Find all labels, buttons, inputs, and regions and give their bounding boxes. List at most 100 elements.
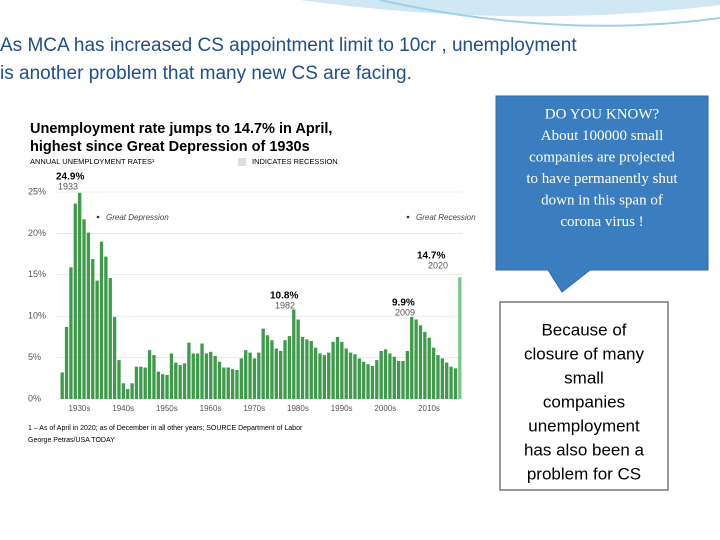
bar [261, 328, 265, 399]
bar [226, 367, 230, 399]
bar [195, 353, 200, 399]
y-tick-label: 15% [28, 269, 46, 279]
bar [418, 325, 423, 399]
note-text: Because of closure of many small companies u… [524, 320, 645, 483]
bar [445, 362, 449, 399]
bar [296, 319, 300, 399]
bar [235, 370, 239, 399]
bar [152, 355, 156, 399]
bar [265, 335, 270, 399]
bar [126, 389, 130, 399]
bar [174, 362, 178, 399]
note-line: Because of [541, 320, 626, 339]
callout-line: About 100000 small [541, 128, 664, 144]
bar [99, 241, 104, 399]
x-tick-label: 1990s [331, 404, 353, 413]
x-tick-label: 1960s [200, 404, 222, 413]
bar [357, 358, 361, 399]
bar [112, 317, 117, 399]
callout-line: companies are projected [529, 149, 675, 165]
bar [117, 360, 121, 399]
x-tick-label: 1940s [112, 404, 134, 413]
period-dot [406, 215, 410, 219]
bar [458, 277, 462, 399]
callout-line: down in this span of [541, 192, 663, 208]
bar [379, 350, 383, 399]
bar [139, 366, 143, 399]
note-line: closure of many [524, 344, 644, 363]
bar [161, 374, 165, 399]
annotation: 1933 [58, 181, 78, 191]
bar [414, 319, 418, 399]
bar [453, 368, 458, 399]
bar [78, 192, 82, 399]
y-tick-label: 5% [28, 352, 41, 362]
bar [165, 374, 169, 399]
annotation: 2009 [395, 307, 415, 317]
bar [313, 347, 318, 399]
bar [292, 309, 296, 399]
bar [239, 358, 243, 399]
bar [82, 219, 86, 399]
bar [104, 256, 108, 399]
bar [91, 259, 95, 399]
bar [353, 354, 357, 399]
bar [305, 339, 309, 399]
bar [431, 347, 436, 399]
annotation: 14.7% [417, 251, 445, 262]
bar [348, 352, 353, 399]
period-label: Great Depression [106, 213, 169, 222]
note-box [499, 301, 669, 491]
bar [147, 350, 152, 399]
y-tick-label: 25% [28, 186, 46, 196]
chart-title: highest since Great Depression of 1930s [30, 139, 310, 155]
bar [283, 340, 287, 399]
bar [440, 358, 444, 399]
x-tick-label: 1970s [243, 404, 265, 413]
bar [362, 361, 366, 399]
bar [222, 367, 226, 399]
bar [401, 360, 405, 399]
bar [436, 355, 440, 399]
footnote: George Petras/USA TODAY [28, 437, 115, 444]
title-line: is another problem that many new CS are … [0, 63, 412, 84]
x-tick-label: 1980s [287, 404, 309, 413]
annotation: 2020 [428, 260, 448, 270]
bar [143, 367, 147, 399]
bar [383, 349, 388, 399]
bar [370, 365, 375, 399]
bar [217, 361, 222, 399]
bar [134, 366, 139, 399]
bar [344, 348, 348, 399]
bar [423, 331, 427, 399]
bar [366, 364, 370, 399]
bar [331, 341, 335, 399]
bar [375, 360, 379, 399]
bar [130, 383, 134, 399]
callout-text: DO YOU KNOW? About 100000 small companies … [526, 106, 678, 230]
bar [257, 352, 261, 399]
bar [156, 371, 160, 399]
bar [322, 355, 327, 399]
bar [121, 383, 126, 399]
bar [187, 342, 191, 399]
x-tick-label: 1930s [69, 404, 91, 413]
bar [274, 348, 278, 399]
bar [86, 232, 91, 399]
bar [73, 203, 77, 399]
bar [405, 350, 410, 399]
bar [300, 336, 305, 399]
note-line: problem for CS [527, 464, 641, 483]
note-line: has also been a [524, 440, 645, 459]
bar [318, 353, 322, 399]
bar [69, 267, 73, 399]
chart-subtitle: ANNUAL UNEMPLOYMENT RATES¹ [30, 157, 155, 166]
bar [309, 341, 313, 399]
legend-label: INDICATES RECESSION [252, 157, 338, 166]
annotation: 1982 [275, 300, 295, 310]
chart: Unemployment rate jumps to 14.7% in Apri… [28, 121, 476, 444]
title-line: As MCA has increased CS appointment limi… [0, 35, 577, 56]
bar [388, 353, 392, 399]
bar [410, 317, 414, 399]
period-label: Great Recession [416, 213, 476, 222]
